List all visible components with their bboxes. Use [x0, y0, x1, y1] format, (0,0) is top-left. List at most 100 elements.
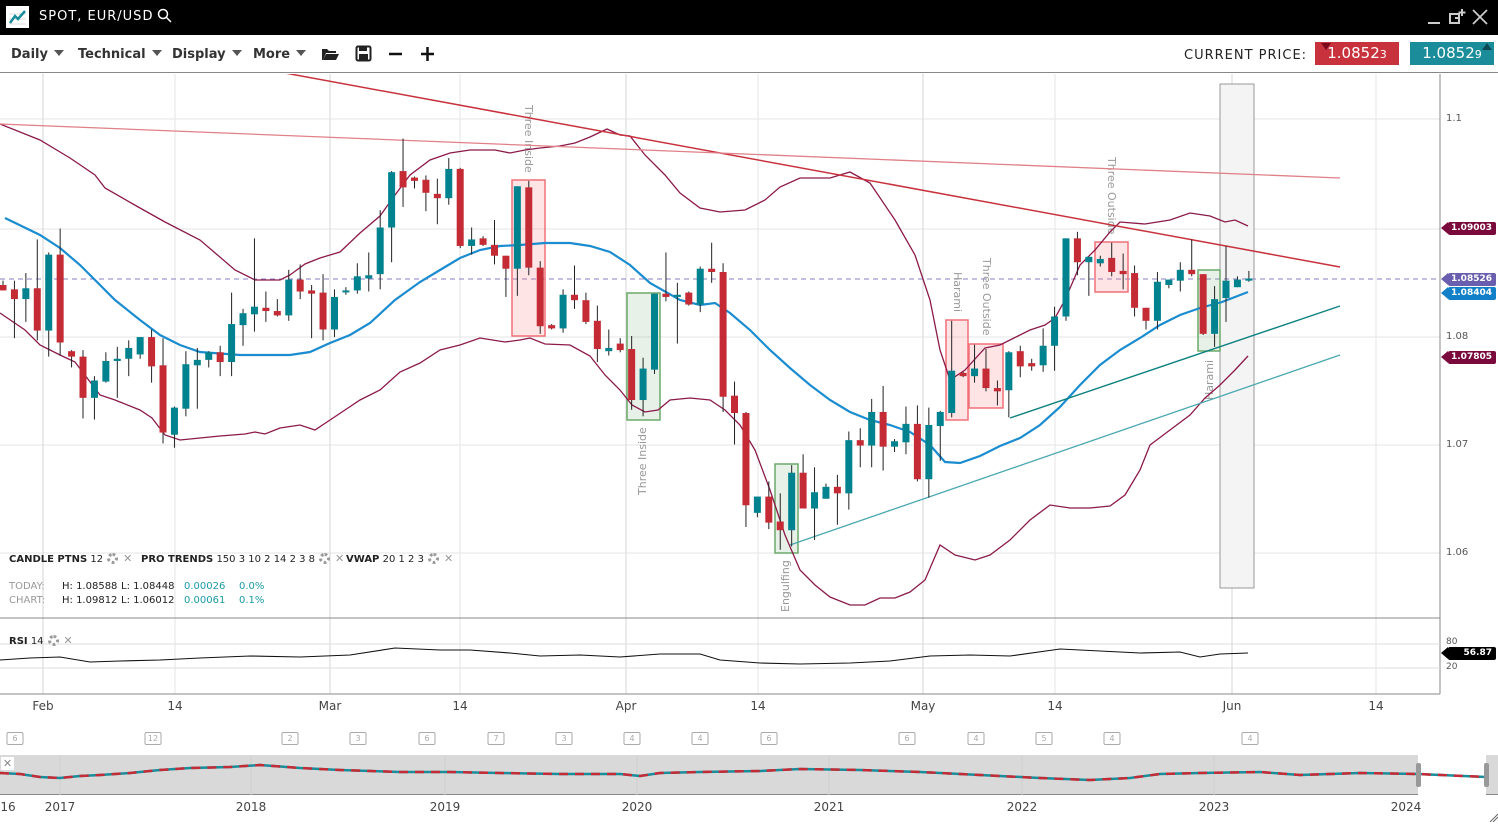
- candle[interactable]: [1142, 307, 1150, 330]
- candle[interactable]: [616, 338, 624, 353]
- candle[interactable]: [1016, 345, 1024, 378]
- candle[interactable]: [1062, 238, 1070, 321]
- candle[interactable]: [45, 252, 53, 357]
- zoom-in-icon[interactable]: [419, 45, 437, 63]
- calendar-event-icon[interactable]: 4: [967, 732, 985, 745]
- candle[interactable]: [342, 287, 350, 295]
- candle[interactable]: [799, 454, 807, 509]
- candle[interactable]: [719, 263, 727, 412]
- candle[interactable]: [913, 405, 921, 482]
- candle[interactable]: [536, 261, 544, 334]
- candle[interactable]: [399, 138, 407, 207]
- close-icon[interactable]: ✕: [443, 552, 454, 565]
- zoom-out-icon[interactable]: [387, 45, 405, 63]
- candle[interactable]: [479, 236, 487, 246]
- candle[interactable]: [1096, 255, 1104, 267]
- search-icon[interactable]: [157, 8, 173, 24]
- candle[interactable]: [925, 407, 933, 498]
- candle[interactable]: [525, 180, 533, 276]
- candle[interactable]: [1051, 306, 1059, 371]
- candle[interactable]: [1119, 253, 1127, 290]
- candle[interactable]: [593, 305, 601, 363]
- candle[interactable]: [936, 410, 944, 461]
- candle[interactable]: [708, 242, 716, 283]
- candle[interactable]: [365, 252, 373, 292]
- candle[interactable]: [891, 439, 899, 453]
- calendar-event-icon[interactable]: 6: [760, 732, 778, 745]
- calendar-event-icon[interactable]: 3: [555, 732, 573, 745]
- calendar-event-icon[interactable]: 12: [144, 732, 162, 745]
- candle[interactable]: [582, 292, 590, 325]
- candle[interactable]: [982, 349, 990, 392]
- candle[interactable]: [433, 178, 441, 225]
- candle[interactable]: [125, 340, 133, 377]
- candle[interactable]: [1199, 274, 1207, 335]
- calendar-event-icon[interactable]: 7: [487, 732, 505, 745]
- candle[interactable]: [79, 350, 87, 419]
- candle[interactable]: [811, 467, 819, 540]
- candle[interactable]: [788, 465, 796, 547]
- time-navigator[interactable]: ✕: [0, 755, 1498, 795]
- candle[interactable]: [1085, 256, 1093, 296]
- candle[interactable]: [628, 336, 636, 410]
- interval-menu[interactable]: Daily: [11, 47, 64, 62]
- candle[interactable]: [468, 227, 476, 255]
- candle[interactable]: [548, 324, 556, 330]
- folder-open-icon[interactable]: [321, 45, 339, 63]
- candle[interactable]: [639, 357, 647, 417]
- candle[interactable]: [685, 291, 693, 306]
- candle[interactable]: [228, 292, 236, 377]
- close-icon[interactable]: ✕: [123, 552, 133, 565]
- candle[interactable]: [330, 289, 338, 338]
- candle[interactable]: [33, 239, 41, 341]
- navigator-right-handle[interactable]: [1484, 763, 1489, 787]
- candle[interactable]: [822, 483, 830, 499]
- candle[interactable]: [102, 352, 110, 383]
- candle[interactable]: [1188, 239, 1196, 277]
- candle[interactable]: [1165, 279, 1173, 289]
- candle[interactable]: [239, 308, 247, 346]
- candle[interactable]: [308, 285, 316, 339]
- candle[interactable]: [1245, 270, 1253, 282]
- candle[interactable]: [353, 263, 361, 294]
- resize-grip-icon[interactable]: [1488, 812, 1498, 822]
- save-icon[interactable]: [355, 45, 373, 63]
- candle[interactable]: [205, 351, 213, 368]
- candle[interactable]: [765, 481, 773, 530]
- candle[interactable]: [742, 411, 750, 527]
- candle[interactable]: [605, 329, 613, 356]
- candle[interactable]: [262, 291, 270, 322]
- candle[interactable]: [410, 176, 418, 189]
- candle[interactable]: [136, 337, 144, 359]
- candle[interactable]: [68, 350, 76, 368]
- candle[interactable]: [1153, 271, 1161, 330]
- candle[interactable]: [1028, 358, 1036, 371]
- candle[interactable]: [833, 474, 841, 525]
- display-menu[interactable]: Display: [172, 47, 242, 62]
- calendar-event-icon[interactable]: 4: [623, 732, 641, 745]
- navigator-close-icon[interactable]: ✕: [1, 757, 14, 770]
- candle[interactable]: [376, 210, 384, 290]
- calendar-event-icon[interactable]: 2: [281, 732, 299, 745]
- close-icon[interactable]: ✕: [63, 634, 73, 647]
- candle[interactable]: [0, 280, 7, 291]
- calendar-event-icon[interactable]: 6: [898, 732, 916, 745]
- candle[interactable]: [1211, 286, 1219, 347]
- candle[interactable]: [148, 329, 156, 383]
- calendar-event-icon[interactable]: 4: [1103, 732, 1121, 745]
- candle[interactable]: [1108, 242, 1116, 277]
- candle[interactable]: [776, 493, 784, 550]
- candle[interactable]: [10, 280, 18, 339]
- candle[interactable]: [1073, 231, 1081, 276]
- candle[interactable]: [113, 346, 121, 398]
- candle[interactable]: [948, 320, 956, 418]
- gear-icon[interactable]: [47, 635, 59, 646]
- candle[interactable]: [571, 265, 578, 309]
- more-menu[interactable]: More: [253, 47, 307, 62]
- candle[interactable]: [193, 347, 201, 409]
- candle[interactable]: [662, 252, 670, 302]
- candle[interactable]: [1233, 276, 1241, 288]
- candle[interactable]: [502, 255, 510, 297]
- calendar-event-icon[interactable]: 4: [691, 732, 709, 745]
- technical-menu[interactable]: Technical: [78, 47, 162, 62]
